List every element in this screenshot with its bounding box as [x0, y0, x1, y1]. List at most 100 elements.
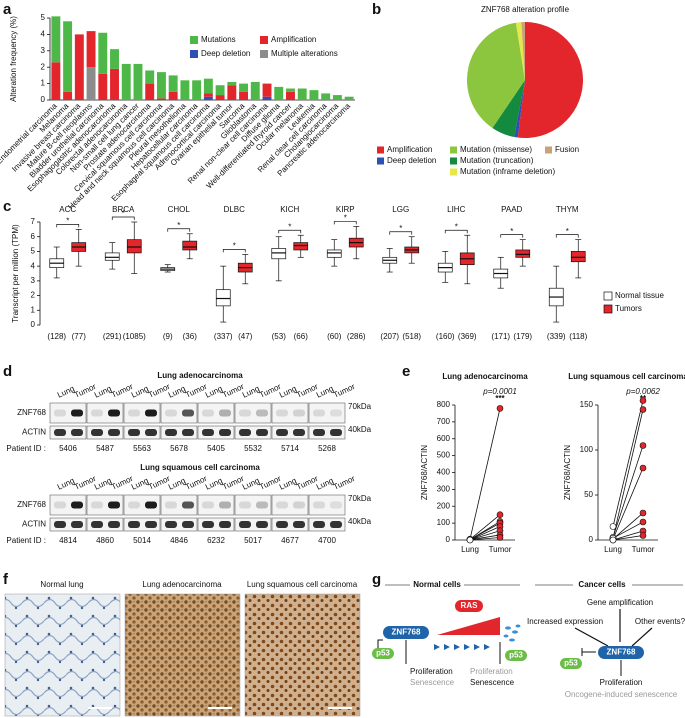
patient-id: 4860 — [96, 536, 114, 545]
blot-band — [128, 521, 140, 528]
significance: * — [288, 222, 291, 231]
legend-label: Mutation (missense) — [460, 145, 532, 154]
n-label: (128) — [47, 332, 66, 341]
panel-label: a — [3, 1, 12, 18]
blot-band — [182, 409, 194, 417]
blot-band — [91, 409, 103, 417]
blot-band — [145, 521, 157, 528]
significance: * — [399, 224, 402, 233]
histology: Normal lung Lung adenocarcinoma Lung squ… — [4, 580, 361, 717]
blot-frame — [160, 494, 198, 516]
significance-bracket — [555, 234, 579, 238]
blot-band — [256, 429, 268, 436]
pair-line — [612, 409, 644, 539]
blot-band — [165, 521, 177, 528]
legend-label: Multiple alterations — [271, 49, 338, 58]
bar-segment — [227, 85, 237, 100]
group-label: DLBC — [224, 205, 246, 214]
blot-band — [145, 409, 157, 417]
patient-id: 4700 — [318, 536, 336, 545]
y-axis-label: Transcript per million (TPM) — [11, 224, 20, 323]
panel-label: b — [372, 1, 381, 18]
point — [639, 509, 647, 517]
diagram-header: Normal cells — [413, 580, 461, 589]
pair-line — [612, 400, 644, 527]
patient-id: 5532 — [244, 444, 262, 453]
n-label: (171) — [491, 332, 510, 341]
bar-segment — [344, 96, 354, 100]
blot-frame — [234, 402, 272, 424]
legend-swatch — [603, 304, 613, 314]
inhibition — [377, 639, 383, 648]
bar-segment — [309, 90, 319, 100]
y-tick-label: 100 — [580, 445, 594, 454]
blot-band — [108, 501, 120, 509]
histology-title: Normal lung — [40, 580, 83, 589]
blot-band — [239, 429, 251, 436]
y-tick-label: 4 — [41, 30, 46, 39]
bar-segment — [203, 96, 213, 100]
significance-bracket — [56, 224, 80, 228]
n-label: (337) — [214, 332, 233, 341]
blot-band — [182, 501, 194, 509]
patient-id: 4677 — [281, 536, 299, 545]
blot-frame — [197, 402, 235, 424]
legend-swatch — [377, 157, 384, 165]
significance: * — [344, 214, 347, 223]
significance: ** — [640, 394, 647, 403]
p53-label: p53 — [376, 649, 390, 658]
p53-label: p53 — [564, 659, 578, 668]
box — [515, 249, 531, 258]
significance: * — [177, 221, 180, 230]
panel-label: f — [3, 571, 9, 588]
blot-band — [91, 501, 103, 509]
x-tick-label: Tumor — [632, 545, 655, 554]
bar-segment — [262, 96, 272, 100]
histology-image — [124, 593, 241, 717]
outcome: Senescence — [410, 678, 455, 687]
point — [496, 534, 504, 541]
pair-line — [612, 530, 644, 541]
patient-id: 5017 — [244, 536, 262, 545]
histology-image — [244, 593, 361, 717]
bar-segment — [98, 32, 108, 74]
bar-segment — [121, 63, 131, 100]
group-label: PAAD — [501, 205, 522, 214]
blot-frame — [234, 494, 272, 516]
blot-band — [54, 521, 66, 528]
bar-segment — [297, 88, 307, 100]
n-label: (60) — [327, 332, 342, 341]
box — [326, 249, 342, 258]
blot-band — [219, 409, 231, 417]
blot-band — [293, 409, 305, 417]
group-label: CHOL — [168, 205, 191, 214]
patient-id: 4814 — [59, 536, 77, 545]
p53-node — [505, 650, 527, 661]
outcome: Proliferation — [600, 678, 643, 687]
panel-label: d — [3, 363, 12, 380]
bar-segment — [180, 80, 190, 100]
n-label: (118) — [569, 332, 587, 341]
patient-id: 6232 — [207, 536, 225, 545]
pie-slice — [467, 22, 525, 128]
blot-frame — [86, 494, 124, 516]
bar-segment — [227, 81, 237, 86]
point — [639, 532, 647, 539]
legend-swatch — [603, 291, 613, 301]
significance-bracket — [389, 231, 413, 235]
marker-label: 70kDa — [348, 402, 372, 411]
y-tick-label: 6 — [31, 232, 36, 241]
patient-id-label: Patient ID : — [6, 536, 46, 545]
blot-band — [71, 501, 83, 509]
y-axis-label: ZNF768/ACTIN — [563, 445, 572, 500]
y-axis-label: ZNF768/ACTIN — [420, 445, 429, 500]
chart-title: Lung adenocarcinoma — [442, 372, 528, 381]
pie-slice — [517, 22, 583, 138]
blot-band — [239, 409, 251, 417]
legend-label: Tumors — [615, 304, 642, 313]
bar-segment — [98, 73, 108, 100]
panel-label: c — [3, 198, 11, 215]
bar-segment — [156, 98, 166, 100]
y-tick-label: 3 — [41, 46, 46, 55]
blot-band — [128, 501, 140, 509]
